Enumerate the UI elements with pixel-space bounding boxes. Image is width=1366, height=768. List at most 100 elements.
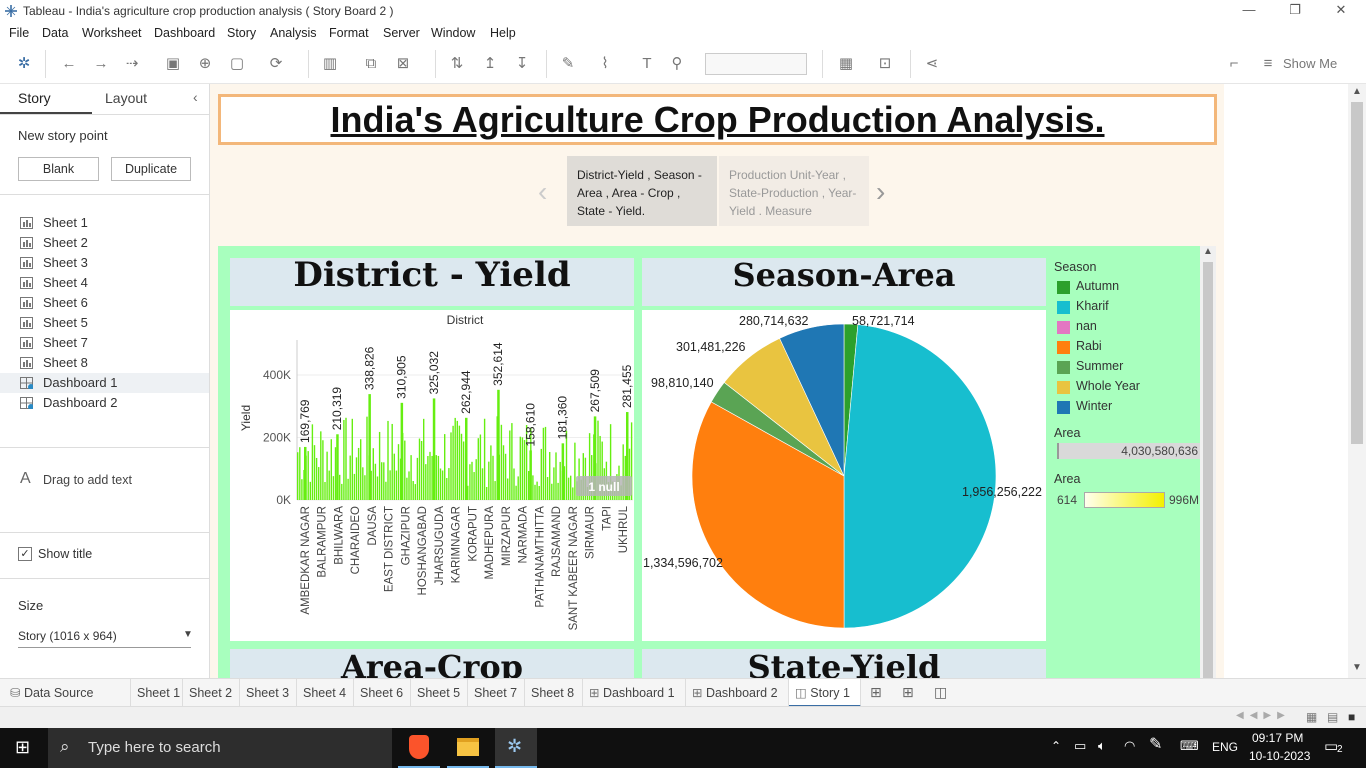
fit-dropdown[interactable]: [705, 53, 807, 75]
tab-sheet-1[interactable]: Sheet 1: [131, 679, 183, 707]
file-explorer-app[interactable]: [447, 728, 489, 768]
save-icon[interactable]: ▣: [165, 55, 181, 72]
new-worksheet-icon[interactable]: ▥: [322, 55, 338, 72]
sheet-item[interactable]: Sheet 6: [0, 293, 209, 313]
tab-layout[interactable]: Layout: [105, 90, 148, 106]
drag-text-object[interactable]: Drag to add text: [43, 473, 132, 487]
pause-updates-icon[interactable]: ▢: [229, 55, 245, 72]
redo-icon[interactable]: →: [93, 55, 109, 72]
story-point-2[interactable]: Production Unit-Year , State-Production …: [719, 156, 869, 226]
sheet-item[interactable]: Sheet 8: [0, 353, 209, 373]
notification-icon[interactable]: ▭: [1324, 738, 1339, 755]
sheet-item[interactable]: Dashboard 1: [0, 373, 209, 393]
taskbar-search[interactable]: ⌕ Type here to search: [48, 728, 392, 768]
show-title-checkbox[interactable]: ✓: [18, 547, 32, 561]
label-icon[interactable]: T: [642, 55, 652, 72]
brave-browser-app[interactable]: [398, 728, 440, 768]
collapse-pane-icon[interactable]: ‹: [193, 89, 198, 105]
keyboard-icon[interactable]: ⌨: [1180, 738, 1199, 753]
show-me-icon[interactable]: ≡: [1263, 55, 1273, 72]
tab-sheet-6[interactable]: Sheet 6: [354, 679, 411, 707]
refresh-icon[interactable]: ⟳: [269, 55, 283, 72]
scroll-down-icon[interactable]: ▼: [1352, 662, 1362, 673]
tableau-home-icon[interactable]: ✲: [17, 55, 31, 72]
duplicate-button[interactable]: Duplicate: [111, 157, 191, 181]
new-story-tab-icon[interactable]: ◫: [934, 684, 948, 700]
scroll-thumb[interactable]: [1351, 102, 1363, 444]
previous-point-icon[interactable]: ‹: [538, 176, 548, 207]
clock-date[interactable]: 10-10-2023: [1249, 749, 1311, 763]
menu-window[interactable]: Window: [431, 26, 476, 40]
menu-format[interactable]: Format: [329, 26, 369, 40]
show-hidden-icons[interactable]: ⌃: [1051, 739, 1062, 753]
tab-dashboard-1[interactable]: ⊞ Dashboard 1: [583, 679, 686, 707]
replay-icon[interactable]: ⇢: [125, 55, 139, 72]
menu-data[interactable]: Data: [42, 26, 69, 40]
battery-icon[interactable]: ▭: [1074, 738, 1087, 753]
dashboard-scrollbar[interactable]: ▲: [1200, 246, 1216, 678]
menu-dashboard[interactable]: Dashboard: [154, 26, 216, 40]
menu-analysis[interactable]: Analysis: [270, 26, 317, 40]
tab-dashboard-2[interactable]: ⊞ Dashboard 2: [686, 679, 789, 707]
size-dropdown[interactable]: Story (1016 x 964): [18, 629, 117, 643]
menu-story[interactable]: Story: [227, 26, 257, 40]
show-cards-icon[interactable]: ▦: [838, 55, 854, 72]
share-icon[interactable]: ⋖: [925, 55, 939, 72]
sheet-item[interactable]: Sheet 1: [0, 213, 209, 233]
undo-icon[interactable]: ←: [61, 55, 77, 72]
tab-sheet-8[interactable]: Sheet 8: [525, 679, 583, 707]
show-sheet-sorter-icon[interactable]: ▦: [1306, 710, 1318, 724]
presentation-icon[interactable]: ⊡: [878, 55, 892, 72]
menu-help[interactable]: Help: [490, 26, 516, 40]
menu-worksheet[interactable]: Worksheet: [82, 26, 142, 40]
tab-sheet-2[interactable]: Sheet 2: [183, 679, 240, 707]
sheet-item[interactable]: Sheet 4: [0, 273, 209, 293]
sort-descending-icon[interactable]: ↧: [515, 55, 529, 72]
tab-story-1[interactable]: ◫ Story 1: [789, 679, 861, 707]
sheet-item[interactable]: Sheet 5: [0, 313, 209, 333]
volume-icon[interactable]: 🔈︎: [1098, 738, 1106, 753]
sheet-item[interactable]: Sheet 7: [0, 333, 209, 353]
tab-story[interactable]: Story: [18, 90, 51, 106]
group-icon[interactable]: ⌇: [601, 55, 609, 72]
show-filmstrip-icon[interactable]: ▤: [1327, 710, 1339, 724]
highlight-icon[interactable]: ✎: [561, 55, 575, 72]
district-yield-chart[interactable]: District Yield 0K 200K 400K 169,769 210,319 338…: [230, 310, 634, 641]
scroll-thumb[interactable]: [1203, 262, 1213, 678]
show-me-button[interactable]: Show Me: [1283, 56, 1338, 71]
sheet-item[interactable]: Dashboard 2: [0, 393, 209, 413]
menu-server[interactable]: Server: [383, 26, 420, 40]
language-indicator[interactable]: ENG: [1212, 740, 1239, 754]
clock-time[interactable]: 09:17 PM: [1252, 731, 1304, 745]
new-data-source-icon[interactable]: ⊕: [198, 55, 212, 72]
duplicate-sheet-icon[interactable]: ⧉: [365, 55, 377, 72]
new-worksheet-tab-icon[interactable]: ⊞: [870, 684, 882, 700]
tab-sheet-5[interactable]: Sheet 5: [411, 679, 468, 707]
clear-sheet-icon[interactable]: ⊠: [396, 55, 410, 72]
sheet-navigation-icons[interactable]: ◀◀▶▶: [1236, 710, 1291, 721]
sort-ascending-icon[interactable]: ↥: [483, 55, 497, 72]
tableau-app[interactable]: ✲: [495, 728, 537, 768]
menu-file[interactable]: File: [9, 26, 30, 40]
tab-data-source[interactable]: ⛁ Data Source: [4, 679, 131, 707]
story-scrollbar[interactable]: ▲ ▼: [1348, 84, 1366, 678]
show-tabs-icon[interactable]: ■: [1348, 710, 1356, 724]
pin-icon[interactable]: ⚲: [671, 55, 683, 72]
minimize-button[interactable]: —: [1242, 2, 1256, 17]
tab-sheet-3[interactable]: Sheet 3: [240, 679, 297, 707]
next-point-icon[interactable]: ›: [876, 176, 886, 207]
story-point-1[interactable]: District-Yield , Season - Area , Area - …: [567, 156, 717, 226]
restore-button[interactable]: ❐: [1289, 2, 1301, 17]
windows-start-icon[interactable]: ⊞: [15, 737, 31, 757]
scroll-up-icon[interactable]: ▲: [1352, 86, 1362, 97]
tab-sheet-4[interactable]: Sheet 4: [297, 679, 354, 707]
sheet-item[interactable]: Sheet 3: [0, 253, 209, 273]
wifi-icon[interactable]: ◠: [1124, 738, 1136, 753]
season-area-chart[interactable]: 58,721,714 1,956,256,222 1,334,596,702 98,8…: [642, 310, 1046, 641]
scroll-up-icon[interactable]: ▲: [1203, 246, 1213, 257]
swap-icon[interactable]: ⇅: [450, 55, 464, 72]
tab-sheet-7[interactable]: Sheet 7: [468, 679, 525, 707]
close-button[interactable]: ✕: [1335, 2, 1347, 17]
blank-button[interactable]: Blank: [18, 157, 99, 181]
sheet-item[interactable]: Sheet 2: [0, 233, 209, 253]
